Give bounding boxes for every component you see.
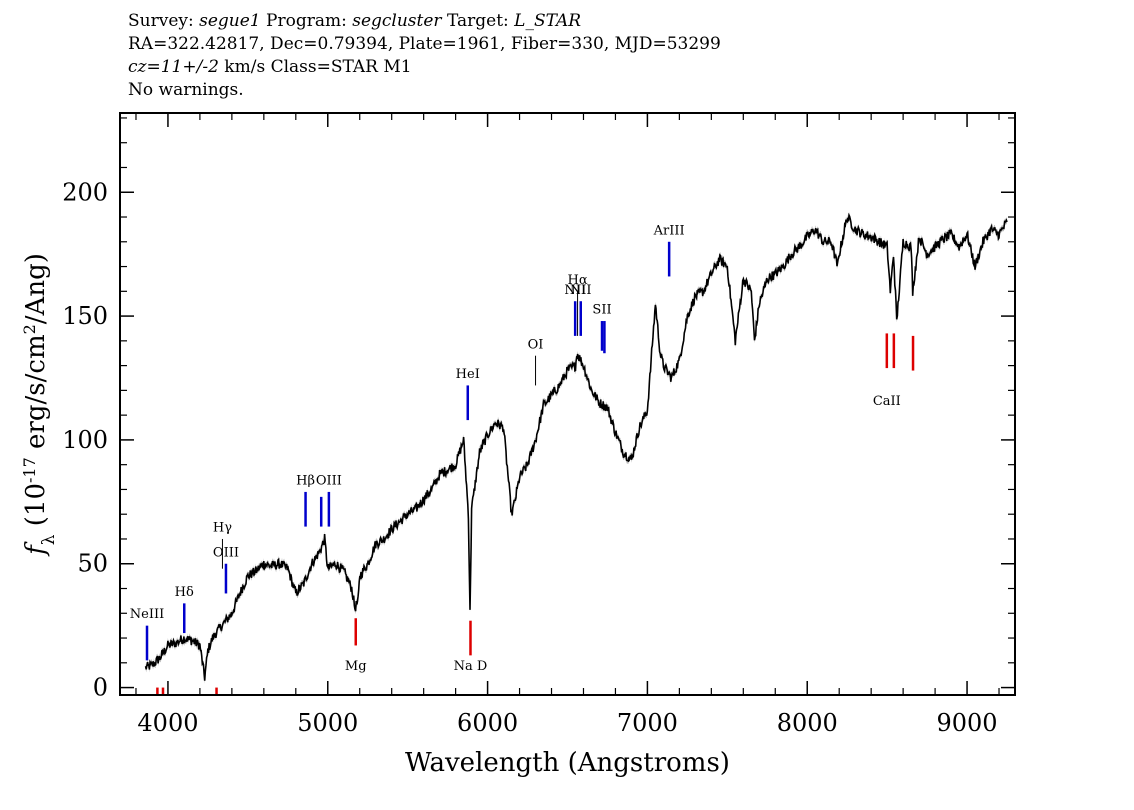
spectrum-layer xyxy=(144,212,1008,681)
y-axis-label-exp2: 2 xyxy=(20,324,39,334)
y-tick-label: 150 xyxy=(62,302,108,330)
axes-layer: 4000 5000 6000 7000 8000 9000 0 50 100 150 200 xyxy=(62,113,1015,737)
x-axis-label: Wavelength (Angstroms) xyxy=(405,748,730,778)
program-value: segcluster xyxy=(352,11,442,31)
x-tick-label: 4000 xyxy=(137,709,198,737)
x-tick-label: 8000 xyxy=(777,709,838,737)
y-axis-label-exp1: -17 xyxy=(20,457,39,483)
header-line-coordinates: RA=322.42817, Dec=0.79394, Plate=1961, F… xyxy=(128,34,721,54)
line-marker-label: OIII xyxy=(316,473,342,488)
redshift-value: cz=11+/-2 xyxy=(128,57,219,77)
line-marker-label: HeI xyxy=(456,367,480,382)
line-marker-label: Na D xyxy=(454,659,488,674)
line-marker-label: ArIII xyxy=(653,223,685,238)
line-marker-label: OIII xyxy=(213,545,239,560)
line-marker-label: Hα xyxy=(568,273,588,288)
line-marker-label: Hγ xyxy=(213,521,232,536)
x-tick-label: 7000 xyxy=(617,709,678,737)
line-marker-label: NII xyxy=(564,283,586,298)
survey-value: segue1 xyxy=(199,11,261,31)
line-marker-label: OI xyxy=(528,337,544,352)
header-line-survey: Survey: segue1 Program: segcluster Targe… xyxy=(128,10,721,33)
line-marker-label: SII xyxy=(592,303,611,318)
plot-frame xyxy=(119,112,1016,696)
y-tick-label: 50 xyxy=(77,550,108,578)
line-marker-label: Hβ xyxy=(296,473,315,488)
line-marker-label: NII xyxy=(570,283,592,298)
line-marker-label: NeIII xyxy=(130,607,164,622)
y-axis-label-sub: λ xyxy=(39,534,59,545)
y-tick-label: 0 xyxy=(93,674,108,702)
y-axis-label-c: /Ang) xyxy=(21,253,51,324)
survey-label: Survey: xyxy=(128,11,200,31)
line-marker-label: Hδ xyxy=(175,585,194,600)
y-axis-label: fλ (10-17 erg/s/cm2/Ang) xyxy=(20,253,60,557)
class-value: km/s Class=STAR M1 xyxy=(218,57,412,77)
y-tick-label: 100 xyxy=(62,426,108,454)
x-tick-label: 9000 xyxy=(937,709,998,737)
y-axis-label-b: erg/s/cm xyxy=(21,334,51,457)
header-line-redshift: cz=11+/-2 km/s Class=STAR M1 xyxy=(128,56,721,79)
program-label: Program: xyxy=(260,11,353,31)
x-tick-label: 5000 xyxy=(297,709,358,737)
header-line-warnings: No warnings. xyxy=(128,80,244,100)
target-label: Target: xyxy=(441,11,515,31)
y-axis-label-a: (10 xyxy=(21,483,51,535)
target-value: L_STAR xyxy=(514,11,582,31)
spectrum-header: Survey: segue1 Program: segcluster Targe… xyxy=(128,10,721,102)
spectrum-line xyxy=(144,212,1008,681)
line-marker-label: Mg xyxy=(345,659,367,674)
y-tick-label: 200 xyxy=(62,178,108,206)
line-marker-label: CaII xyxy=(873,394,901,409)
x-tick-label: 6000 xyxy=(457,709,518,737)
